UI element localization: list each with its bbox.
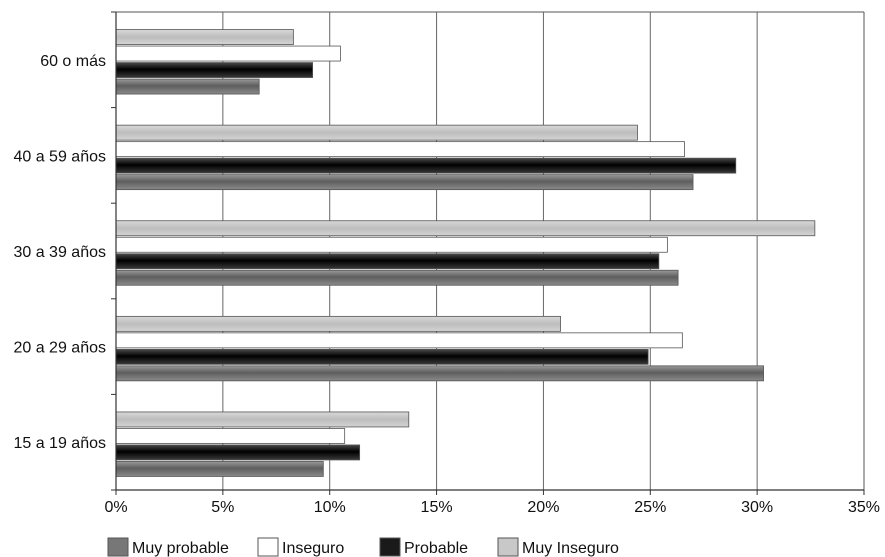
legend-label: Muy probable — [132, 540, 229, 557]
category-label: 30 a 39 años — [13, 244, 106, 261]
bar-inseguro-20-a-29-anos — [115, 332, 683, 349]
legend-swatch — [497, 537, 519, 557]
legend-label: Inseguro — [282, 540, 344, 557]
category-label: 20 a 29 años — [13, 340, 106, 357]
bar-muy-inseguro-30-a-39-anos — [115, 220, 816, 237]
bar-probable-20-a-29-anos — [115, 348, 649, 365]
x-tick-label: 15% — [421, 499, 453, 516]
legend-swatch — [107, 537, 129, 557]
bar-muy-inseguro-15-a-19-anos — [115, 411, 410, 428]
x-tick-label: 30% — [741, 499, 773, 516]
bar-inseguro-60-o-mas — [115, 45, 341, 62]
bar-probable-60-o-mas — [115, 62, 314, 78]
x-tick-label: 25% — [634, 499, 666, 516]
category-label: 15 a 19 años — [13, 435, 106, 452]
legend-swatch — [379, 537, 401, 557]
bar-muy-probable-15-a-19-anos — [115, 461, 324, 477]
bar-muy-inseguro-60-o-mas — [115, 29, 294, 45]
bar-muy-probable-60-o-mas — [115, 78, 260, 95]
category-label: 60 o más — [40, 53, 106, 70]
legend-item-inseguro: Inseguro — [257, 537, 344, 557]
bar-probable-15-a-19-anos — [115, 444, 361, 461]
bar-muy-probable-40-a-59-anos — [115, 174, 694, 191]
legend-swatch — [257, 537, 279, 557]
bar-probable-40-a-59-anos — [115, 157, 737, 174]
legend-item-probable: Probable — [379, 537, 468, 557]
x-tick-label: 35% — [848, 499, 880, 516]
bar-muy-inseguro-20-a-29-anos — [115, 315, 561, 332]
bar-inseguro-15-a-19-anos — [115, 428, 346, 444]
category-label: 40 a 59 años — [13, 148, 106, 165]
legend-item-muy-probable: Muy probable — [107, 537, 229, 557]
x-tick-label: 20% — [527, 499, 559, 516]
bar-muy-inseguro-40-a-59-anos — [115, 124, 638, 141]
labels: 0% 5% 10% 15% 20% 25% 30% 35% 15 a 19 años 20 a 2… — [13, 53, 880, 516]
bar-inseguro-30-a-39-anos — [115, 236, 668, 253]
bar-probable-30-a-39-anos — [115, 253, 660, 270]
legend-label: Muy Inseguro — [522, 540, 619, 557]
bar-muy-probable-30-a-39-anos — [115, 269, 679, 286]
bar-inseguro-40-a-59-anos — [115, 141, 685, 158]
legend-label: Probable — [404, 540, 468, 557]
legend-item-muy-inseguro: Muy Inseguro — [497, 537, 619, 557]
bars — [115, 29, 816, 477]
x-tick-label: 10% — [314, 499, 346, 516]
bar-muy-probable-20-a-29-anos — [115, 365, 764, 382]
legend: Muy probable Inseguro Probable Muy Inseguro — [107, 537, 619, 557]
axes — [111, 11, 865, 495]
x-tick-label: 5% — [211, 499, 234, 516]
x-tick-label: 0% — [104, 499, 127, 516]
